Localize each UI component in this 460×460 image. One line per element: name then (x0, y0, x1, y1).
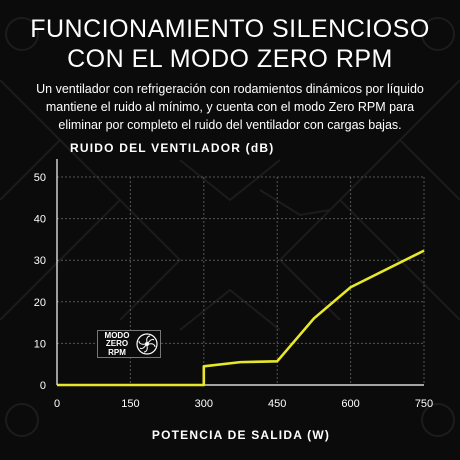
x-tick-label-600: 600 (341, 398, 359, 410)
y-tick-label-40: 40 (34, 214, 46, 226)
badge-line-3: RPM (108, 347, 126, 357)
y-tick-label-50: 50 (34, 172, 46, 184)
x-axis-label: POTENCIA DE SALIDA (W) (151, 428, 331, 442)
description-line-2: mantiene el ruido al mínimo, y cuenta co… (45, 100, 415, 114)
badge-line-1: MODO (104, 331, 130, 340)
x-tick-labels: 0 150 300 450 600 750 (54, 398, 433, 410)
zero-rpm-badge-text: MODO ZERO RPM (102, 331, 132, 357)
page-title: FUNCIONAMIENTO SILENCIOSO CON EL MODO ZE… (0, 14, 460, 74)
x-tick-label-450: 450 (268, 398, 286, 410)
fan-icon (136, 333, 158, 355)
x-tick-label-0: 0 (54, 398, 60, 410)
description-line-3: eliminar por completo el ruido del venti… (58, 118, 402, 132)
x-tick-label-300: 300 (195, 398, 213, 410)
title-line-2: CON EL MODO ZERO RPM (67, 45, 393, 73)
y-tick-label-20: 20 (34, 297, 46, 309)
y-tick-label-10: 10 (34, 338, 46, 350)
badge-line-2: ZERO (105, 339, 129, 349)
y-tick-label-0: 0 (40, 380, 46, 392)
zero-rpm-badge: MODO ZERO RPM (97, 330, 161, 358)
y-tick-label-30: 30 (34, 255, 46, 267)
description-line-1: Un ventilador con refrigeración con roda… (36, 82, 424, 96)
x-tick-label-150: 150 (121, 398, 139, 410)
y-tick-labels: 0 10 20 30 40 50 (34, 172, 46, 392)
x-tick-label-750: 750 (415, 398, 433, 410)
series-line-0 (57, 249, 425, 387)
y-axis-label: RUIDO DEL VENTILADOR (dB) (70, 141, 275, 155)
description: Un ventilador con refrigeración con roda… (14, 80, 446, 134)
title-line-1: FUNCIONAMIENTO SILENCIOSO (30, 15, 430, 43)
series (57, 249, 425, 387)
